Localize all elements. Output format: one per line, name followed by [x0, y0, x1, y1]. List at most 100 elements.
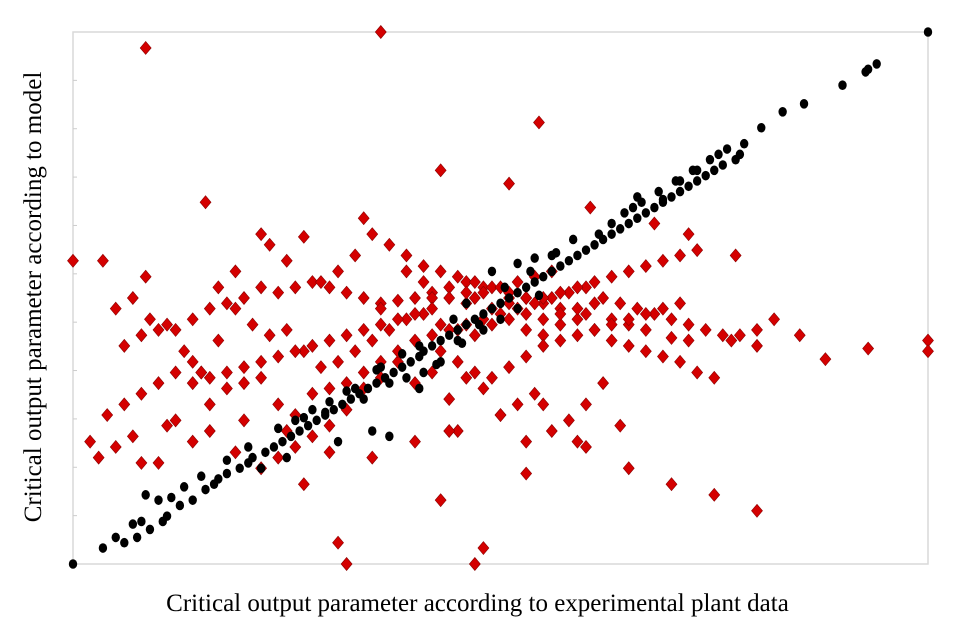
data-point-circle — [419, 367, 428, 378]
data-point-diamond — [139, 269, 152, 284]
data-point-diamond — [571, 301, 584, 316]
data-point-diamond — [622, 338, 635, 353]
data-point-diamond — [383, 237, 396, 252]
data-point-circle — [628, 202, 638, 213]
data-point-diamond — [186, 376, 199, 391]
data-point-diamond — [203, 397, 216, 412]
data-point-diamond — [734, 328, 746, 343]
data-point-diamond — [657, 349, 669, 364]
data-point-circle — [397, 349, 407, 359]
data-point-diamond — [554, 285, 567, 300]
data-point-diamond — [503, 312, 515, 327]
data-point-circle — [359, 394, 368, 404]
data-point-diamond — [862, 341, 875, 356]
data-point-diamond — [451, 354, 464, 369]
data-point-circle — [291, 415, 300, 426]
data-point-circle — [705, 154, 715, 165]
data-point-circle — [496, 314, 505, 325]
data-point-circle — [624, 218, 633, 229]
data-point-circle — [325, 396, 334, 407]
data-point-diamond — [340, 557, 353, 571]
data-point-circle — [406, 357, 415, 367]
data-point-circle — [513, 258, 522, 269]
data-point-diamond — [118, 397, 131, 412]
data-point-diamond — [716, 328, 729, 343]
data-point-circle — [303, 420, 313, 431]
data-point-diamond — [468, 291, 481, 305]
data-point-diamond — [639, 259, 652, 274]
data-point-diamond — [101, 408, 114, 423]
data-point-diamond — [426, 365, 438, 380]
data-point-diamond — [409, 306, 421, 321]
data-point-circle — [872, 59, 881, 69]
data-point-circle — [312, 415, 321, 426]
data-point-circle — [620, 208, 629, 218]
data-point-circle — [496, 298, 505, 309]
data-point-circle — [188, 495, 197, 505]
data-point-diamond — [665, 477, 678, 492]
data-point-diamond — [272, 397, 285, 412]
data-point-diamond — [648, 216, 661, 231]
data-point-circle — [274, 423, 283, 434]
data-point-diamond — [229, 445, 242, 460]
data-point-diamond — [605, 333, 618, 348]
data-point-circle — [718, 160, 727, 170]
data-point-diamond — [212, 333, 225, 348]
data-point-diamond — [460, 370, 473, 385]
data-point-diamond — [571, 312, 584, 327]
data-point-diamond — [366, 227, 379, 242]
data-point-diamond — [622, 461, 635, 476]
data-point-diamond — [563, 413, 575, 428]
data-point-circle — [120, 537, 129, 548]
data-point-diamond — [203, 301, 216, 316]
data-point-diamond — [674, 354, 686, 369]
data-point-circle — [145, 524, 155, 535]
data-point-diamond — [409, 291, 421, 305]
data-point-diamond — [349, 248, 362, 263]
data-point-diamond — [537, 338, 550, 353]
data-point-diamond — [494, 408, 507, 423]
data-point-diamond — [468, 365, 481, 380]
data-point-circle — [616, 224, 625, 234]
data-point-diamond — [751, 322, 763, 337]
data-point-diamond — [622, 312, 635, 327]
data-point-diamond — [537, 397, 550, 412]
data-point-diamond — [503, 176, 515, 191]
data-point-circle — [513, 287, 522, 298]
data-point-diamond — [571, 434, 584, 449]
data-point-diamond — [545, 291, 558, 305]
data-point-diamond — [511, 275, 524, 290]
data-point-diamond — [486, 280, 498, 295]
data-point-diamond — [357, 365, 370, 380]
data-point-circle — [342, 386, 351, 396]
data-point-diamond — [751, 338, 763, 353]
data-point-circle — [235, 463, 244, 474]
data-point-diamond — [426, 328, 438, 343]
data-point-diamond — [554, 317, 567, 332]
data-point-diamond — [255, 370, 267, 385]
data-point-diamond — [533, 115, 545, 130]
data-point-circle — [282, 452, 291, 463]
data-point-diamond — [238, 360, 250, 375]
data-point-diamond — [323, 333, 336, 348]
data-point-diamond — [434, 163, 447, 178]
data-point-diamond — [451, 269, 464, 284]
data-point-diamond — [571, 280, 584, 295]
data-point-circle — [333, 436, 343, 447]
data-point-circle — [688, 165, 698, 176]
data-point-diamond — [383, 322, 396, 337]
data-point-diamond — [674, 296, 686, 311]
data-point-circle — [539, 271, 548, 282]
data-point-diamond — [443, 424, 456, 438]
data-point-diamond — [178, 344, 191, 359]
data-point-diamond — [357, 322, 370, 337]
data-point-circle — [321, 407, 330, 418]
data-point-circle — [526, 266, 535, 277]
data-point-diamond — [486, 370, 498, 385]
data-point-diamond — [648, 306, 661, 321]
plot-frame — [72, 31, 929, 565]
data-point-circle — [590, 240, 599, 250]
data-point-circle — [111, 532, 120, 543]
data-point-circle — [68, 559, 78, 569]
data-point-diamond — [221, 296, 233, 311]
